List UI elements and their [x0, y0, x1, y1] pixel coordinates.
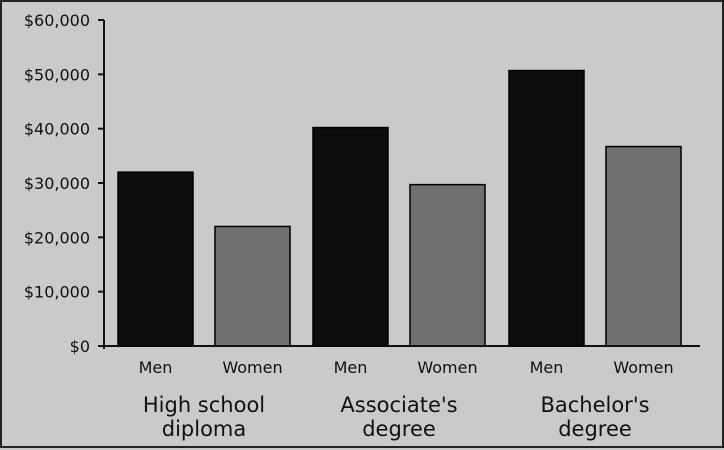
y-tick-label: $0	[70, 337, 90, 356]
category-label: High school	[143, 393, 265, 417]
category-label: diploma	[162, 417, 247, 441]
bar-women	[605, 145, 682, 347]
bar-men	[508, 69, 585, 347]
bar-series-label: Women	[613, 358, 673, 377]
bar-men	[117, 171, 194, 347]
category-label: Associate's	[340, 393, 457, 417]
y-tick-label: $40,000	[24, 120, 90, 139]
bar-series-label: Men	[334, 358, 368, 377]
y-tick-label: $50,000	[24, 65, 90, 84]
bar-women	[214, 225, 291, 347]
y-axis: $0 $10,000 $20,000 $30,000 $40,000 $50,000 $60…	[24, 11, 700, 356]
bar-women	[409, 183, 486, 347]
bar-series-label: Men	[530, 358, 564, 377]
category-label: degree	[362, 417, 436, 441]
bar-series-label: Women	[222, 358, 282, 377]
bar-men	[312, 126, 389, 347]
y-tick-label: $30,000	[24, 174, 90, 193]
y-tick-label: $20,000	[24, 228, 90, 247]
bar-series-label: Women	[417, 358, 477, 377]
y-tick-label: $60,000	[24, 11, 90, 30]
bars	[117, 69, 682, 347]
y-tick-label: $10,000	[24, 283, 90, 302]
category-label: degree	[558, 417, 632, 441]
category-label: Bachelor's	[540, 393, 649, 417]
bar-series-label: Men	[139, 358, 173, 377]
